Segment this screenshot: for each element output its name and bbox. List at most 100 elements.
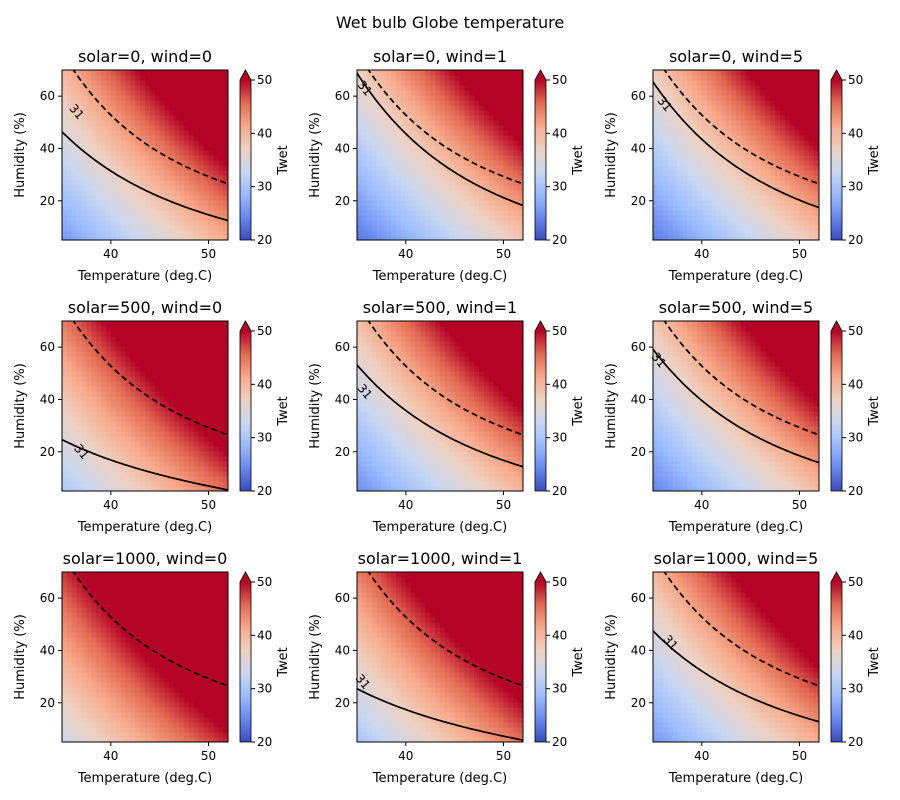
heatmap-cell <box>110 75 117 81</box>
heatmap-cell <box>188 391 195 397</box>
heatmap-cell <box>357 160 363 166</box>
heatmap-cell <box>174 381 180 387</box>
heatmap-cell <box>130 466 136 472</box>
heatmap-cell <box>400 90 407 96</box>
heatmap-cell <box>376 70 383 76</box>
heatmap-cell <box>435 155 441 161</box>
heatmap-cell <box>682 180 688 186</box>
heatmap-cell <box>459 105 466 111</box>
heatmap-cell <box>381 140 387 146</box>
heatmap-cell <box>716 155 722 161</box>
heatmap-cell <box>223 376 228 382</box>
heatmap-cell <box>508 155 514 161</box>
heatmap-cell <box>483 135 490 141</box>
heatmap-cell <box>493 140 500 146</box>
heatmap-cell <box>736 150 742 156</box>
heatmap-cell <box>86 376 92 382</box>
heatmap-cell <box>203 95 210 101</box>
heatmap-cell <box>145 436 151 442</box>
heatmap-cell <box>174 436 180 442</box>
heatmap-cell <box>184 326 190 332</box>
heatmap-cell <box>140 80 146 86</box>
heatmap-cell <box>415 80 422 86</box>
heatmap-cell <box>692 100 698 106</box>
heatmap-cell <box>682 125 688 131</box>
colorbar-outline <box>239 320 252 492</box>
heatmap-cell <box>804 210 810 216</box>
colorbar-extend-arrow <box>240 321 251 331</box>
heatmap-cell <box>483 165 490 171</box>
heatmap-cell <box>184 466 190 472</box>
heatmap-cell <box>371 446 378 452</box>
heatmap-cell <box>184 150 190 156</box>
heatmap-cell <box>164 175 171 181</box>
heatmap-cell <box>513 190 519 196</box>
heatmap-cell <box>110 456 117 462</box>
heatmap-cell <box>154 426 161 432</box>
heatmap-cell <box>493 90 500 96</box>
heatmap-cell <box>386 471 392 477</box>
heatmap-cell <box>513 125 519 131</box>
heatmap-cell <box>71 145 78 151</box>
heatmap-cell <box>208 326 214 332</box>
heatmap-cell <box>164 180 171 186</box>
heatmap-cell <box>799 150 805 156</box>
heatmap-cell <box>130 336 136 342</box>
heatmap-cell <box>405 195 412 201</box>
heatmap-cell <box>770 190 776 196</box>
heatmap-cell <box>425 120 431 126</box>
heatmap-cell <box>223 220 228 226</box>
heatmap-cell <box>179 476 185 482</box>
heatmap-cell <box>184 130 190 136</box>
heatmap-cell <box>169 120 175 126</box>
heatmap-cell <box>125 471 131 477</box>
heatmap-cell <box>804 185 810 191</box>
heatmap-cell <box>361 85 368 91</box>
heatmap-cell <box>726 140 732 146</box>
heatmap-cell <box>696 230 703 236</box>
heatmap-cell <box>223 391 228 397</box>
heatmap-cell <box>145 431 151 437</box>
heatmap-cell <box>371 165 378 171</box>
heatmap-cell <box>779 80 786 86</box>
heatmap-cell <box>745 75 752 81</box>
heatmap-cell <box>62 190 68 196</box>
heatmap-cell <box>145 195 151 201</box>
heatmap-cell <box>135 90 141 96</box>
heatmap-cell <box>366 371 373 377</box>
heatmap-cell <box>140 105 146 111</box>
heatmap-cell <box>745 130 752 136</box>
heatmap-cell <box>518 215 523 221</box>
heatmap-cell <box>223 446 228 452</box>
heatmap-cell <box>361 200 368 206</box>
heatmap-cell <box>145 341 151 347</box>
heatmap-cell <box>799 175 805 181</box>
heatmap-cell <box>736 170 742 176</box>
heatmap-cell <box>86 456 92 462</box>
heatmap-cell <box>96 220 102 226</box>
heatmap-cell <box>376 115 383 121</box>
heatmap-cell <box>81 356 88 362</box>
heatmap-cell <box>440 190 446 196</box>
heatmap-cell <box>164 386 171 392</box>
heatmap-cell <box>86 100 92 106</box>
heatmap-cell <box>518 195 523 201</box>
heatmap-cell <box>110 235 117 240</box>
heatmap-cell <box>376 441 383 447</box>
heatmap-cell <box>400 215 407 221</box>
heatmap-cell <box>357 411 363 417</box>
heatmap-cell <box>381 406 387 412</box>
heatmap-cell <box>804 215 810 221</box>
heatmap-cell <box>804 70 810 76</box>
colorbar-tick-label: 30 <box>257 180 272 194</box>
heatmap-cell <box>218 421 224 427</box>
contour-solid-31 <box>62 131 228 222</box>
heatmap-cell <box>750 180 757 186</box>
heatmap-cell <box>96 391 102 397</box>
heatmap-cell <box>357 130 363 136</box>
heatmap-cell <box>479 85 485 91</box>
heatmap-cell <box>745 165 752 171</box>
heatmap-cell <box>415 90 422 96</box>
heatmap-cell <box>366 215 373 221</box>
heatmap-cell <box>760 165 766 171</box>
